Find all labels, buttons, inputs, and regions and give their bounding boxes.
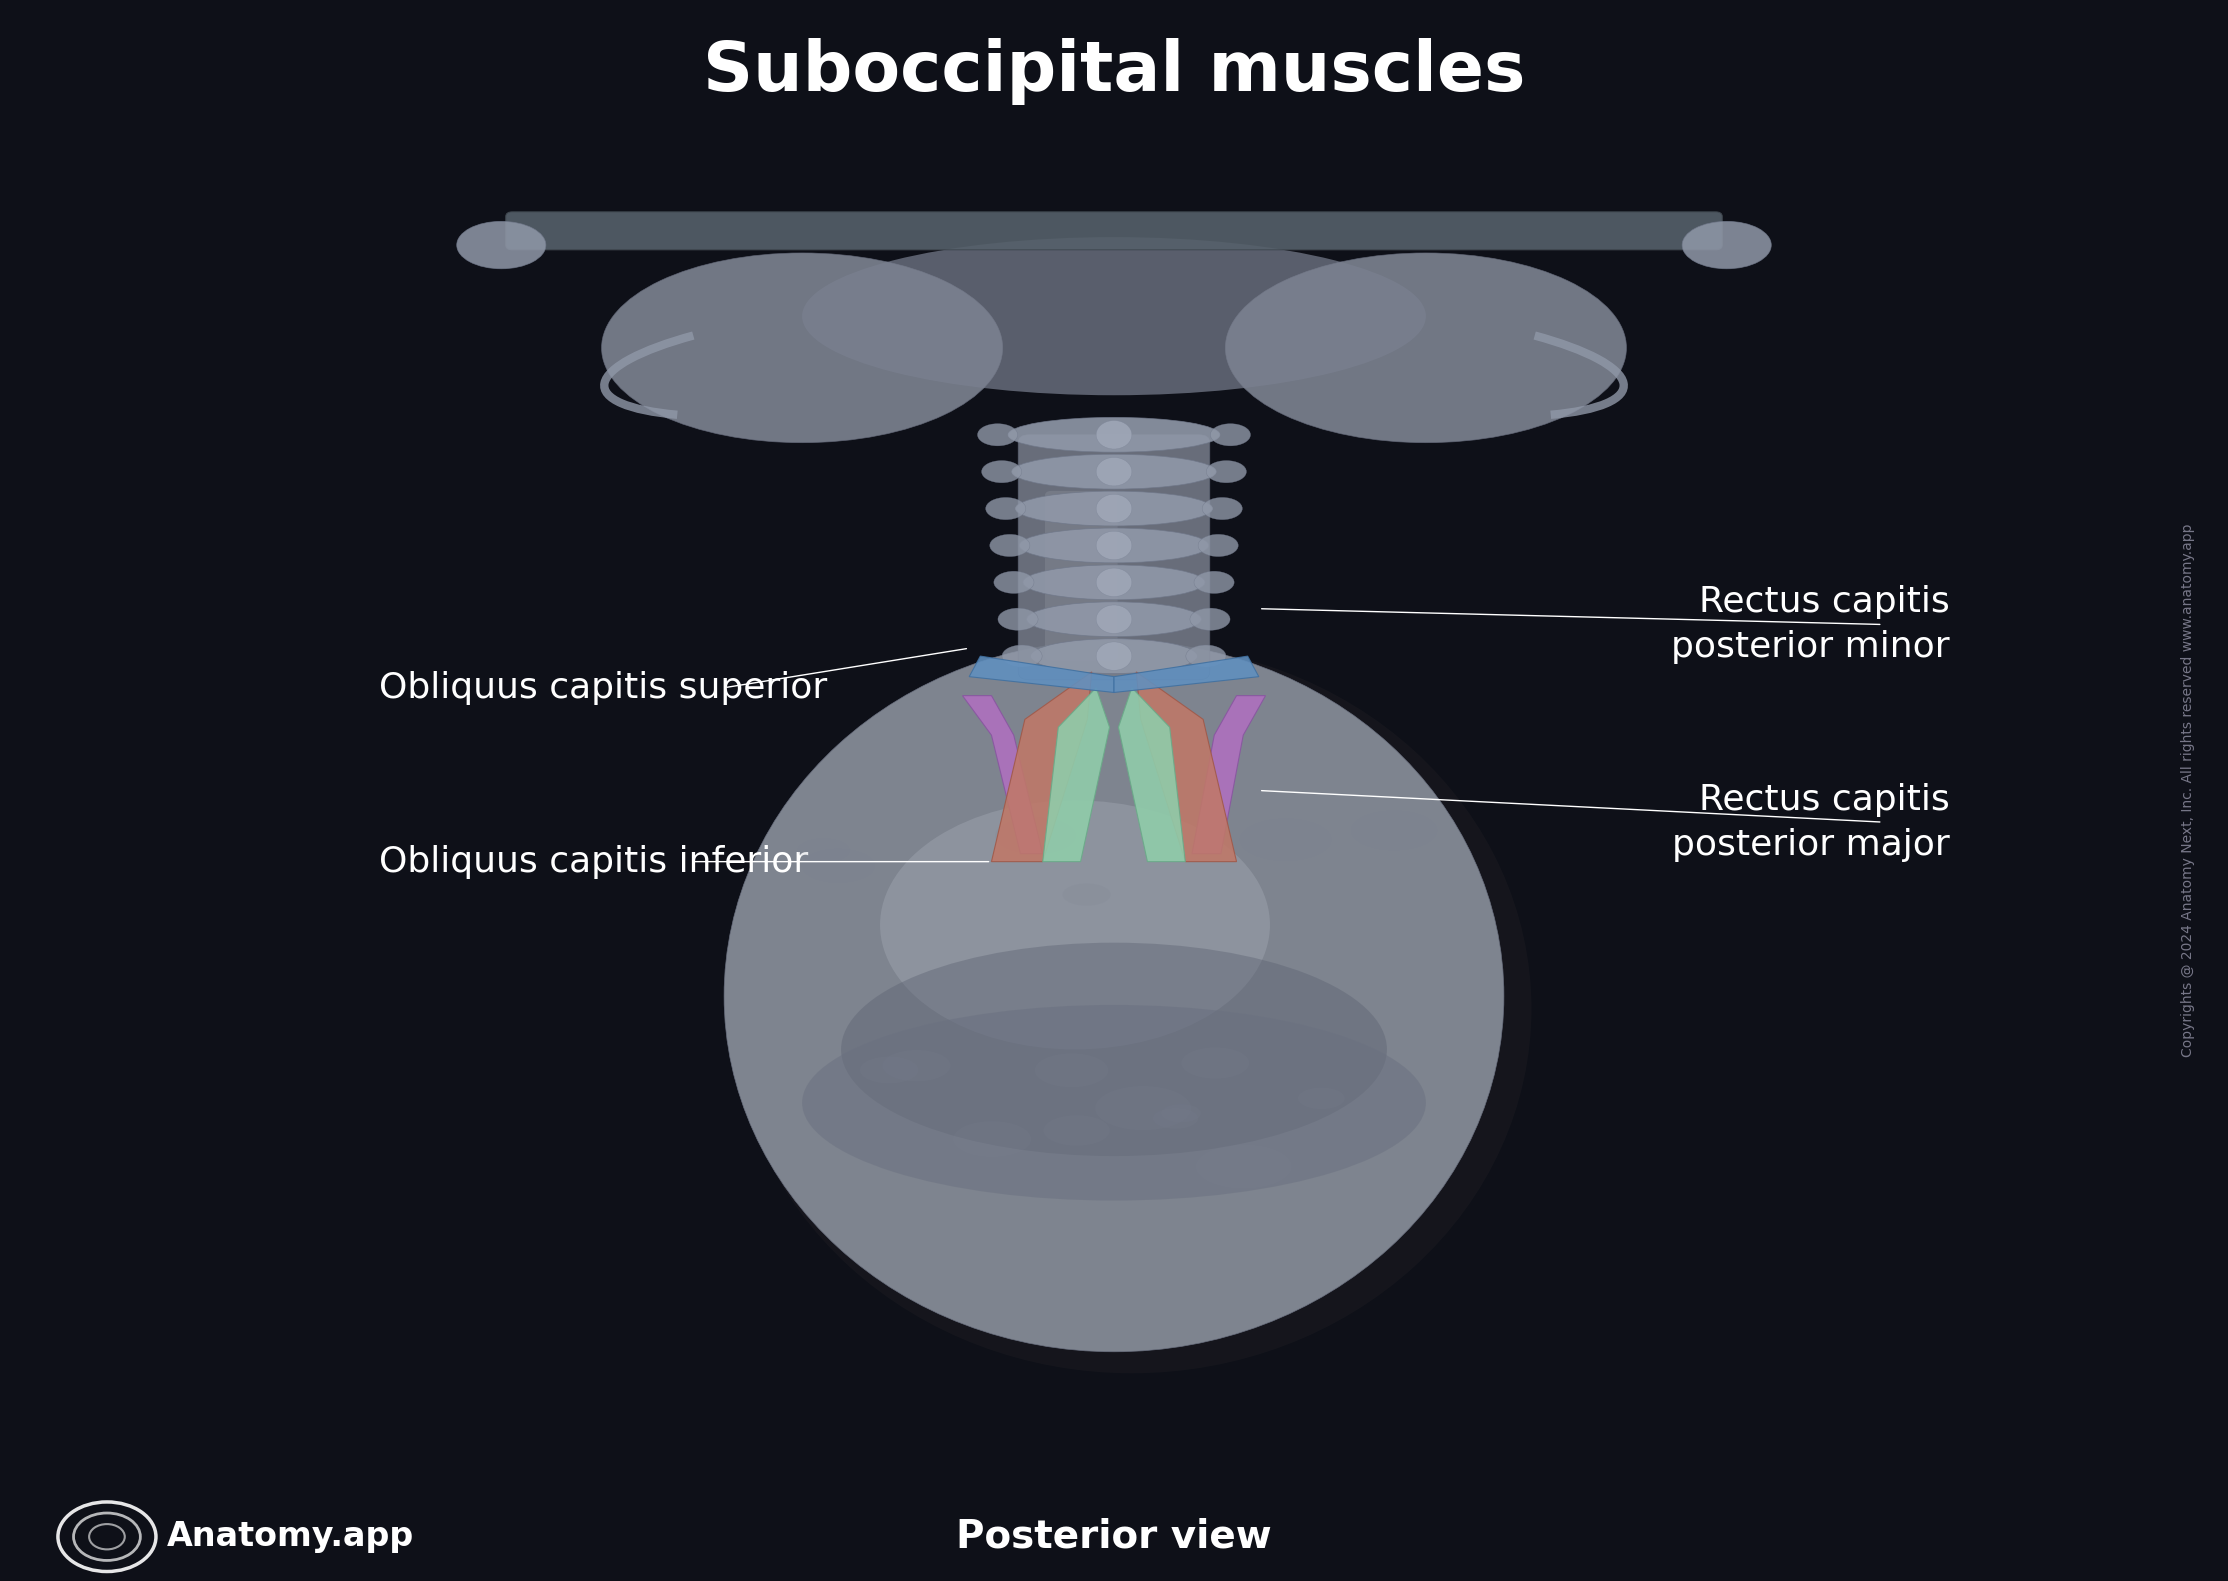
- Ellipse shape: [1241, 819, 1332, 860]
- Ellipse shape: [733, 643, 1531, 1374]
- Polygon shape: [1118, 688, 1185, 862]
- Ellipse shape: [1063, 884, 1110, 906]
- Ellipse shape: [985, 498, 1025, 520]
- Ellipse shape: [1003, 645, 1043, 667]
- Ellipse shape: [1016, 492, 1212, 526]
- Ellipse shape: [1020, 528, 1210, 563]
- FancyBboxPatch shape: [1045, 490, 1118, 661]
- Ellipse shape: [1029, 639, 1199, 674]
- Ellipse shape: [1096, 457, 1132, 485]
- Polygon shape: [1192, 696, 1266, 854]
- Text: Suboccipital muscles: Suboccipital muscles: [702, 38, 1526, 104]
- Ellipse shape: [457, 221, 546, 269]
- Ellipse shape: [994, 571, 1034, 593]
- Ellipse shape: [1096, 1086, 1192, 1130]
- Ellipse shape: [1043, 1115, 1110, 1146]
- FancyBboxPatch shape: [1018, 435, 1210, 680]
- Ellipse shape: [802, 849, 876, 882]
- Text: Obliquus capitis inferior: Obliquus capitis inferior: [379, 844, 809, 879]
- Text: Anatomy.app: Anatomy.app: [167, 1521, 414, 1553]
- Ellipse shape: [1096, 531, 1132, 560]
- Ellipse shape: [1027, 602, 1201, 637]
- Ellipse shape: [842, 942, 1386, 1156]
- Ellipse shape: [880, 800, 1270, 1050]
- Ellipse shape: [860, 1056, 918, 1083]
- Polygon shape: [962, 696, 1043, 854]
- Ellipse shape: [1181, 1047, 1250, 1078]
- Ellipse shape: [989, 534, 1029, 557]
- Text: Copyrights @ 2024 Anatomy Next, Inc. All rights reserved www.anatomy.app: Copyrights @ 2024 Anatomy Next, Inc. All…: [2181, 523, 2195, 1058]
- Text: Rectus capitis
posterior major: Rectus capitis posterior major: [1671, 783, 1950, 862]
- Ellipse shape: [1096, 568, 1132, 596]
- Ellipse shape: [1034, 1053, 1110, 1088]
- Ellipse shape: [1299, 1088, 1346, 1110]
- Text: Rectus capitis
posterior minor: Rectus capitis posterior minor: [1671, 585, 1950, 664]
- Polygon shape: [1043, 688, 1110, 862]
- Polygon shape: [969, 656, 1114, 692]
- Ellipse shape: [1161, 1104, 1201, 1123]
- Ellipse shape: [978, 424, 1018, 446]
- Polygon shape: [1114, 656, 1259, 692]
- Ellipse shape: [1096, 642, 1132, 670]
- Ellipse shape: [1205, 460, 1245, 482]
- Polygon shape: [1136, 672, 1237, 862]
- Ellipse shape: [1096, 421, 1132, 449]
- Ellipse shape: [1103, 955, 1143, 972]
- Ellipse shape: [1225, 253, 1626, 443]
- Text: Posterior view: Posterior view: [956, 1518, 1272, 1556]
- Ellipse shape: [1185, 645, 1225, 667]
- Ellipse shape: [1007, 417, 1221, 452]
- Ellipse shape: [802, 237, 1426, 395]
- Polygon shape: [991, 672, 1092, 862]
- Ellipse shape: [1190, 609, 1230, 631]
- Text: Obliquus capitis superior: Obliquus capitis superior: [379, 670, 827, 705]
- Ellipse shape: [1682, 221, 1771, 269]
- Ellipse shape: [1199, 534, 1239, 557]
- Ellipse shape: [996, 817, 1076, 854]
- Ellipse shape: [602, 253, 1003, 443]
- FancyBboxPatch shape: [506, 212, 1722, 250]
- Ellipse shape: [1023, 564, 1205, 599]
- Ellipse shape: [1203, 498, 1243, 520]
- Ellipse shape: [954, 1121, 1032, 1157]
- Ellipse shape: [1012, 454, 1216, 489]
- Ellipse shape: [802, 1006, 1426, 1200]
- Ellipse shape: [1210, 424, 1250, 446]
- Ellipse shape: [1152, 1108, 1199, 1129]
- Ellipse shape: [882, 1050, 951, 1081]
- Ellipse shape: [1096, 495, 1132, 523]
- Ellipse shape: [724, 640, 1504, 1352]
- Ellipse shape: [1350, 811, 1437, 851]
- Ellipse shape: [998, 609, 1038, 631]
- Ellipse shape: [1196, 1145, 1292, 1189]
- Ellipse shape: [1096, 606, 1132, 634]
- Ellipse shape: [798, 838, 849, 862]
- Ellipse shape: [1194, 571, 1234, 593]
- Ellipse shape: [983, 460, 1023, 482]
